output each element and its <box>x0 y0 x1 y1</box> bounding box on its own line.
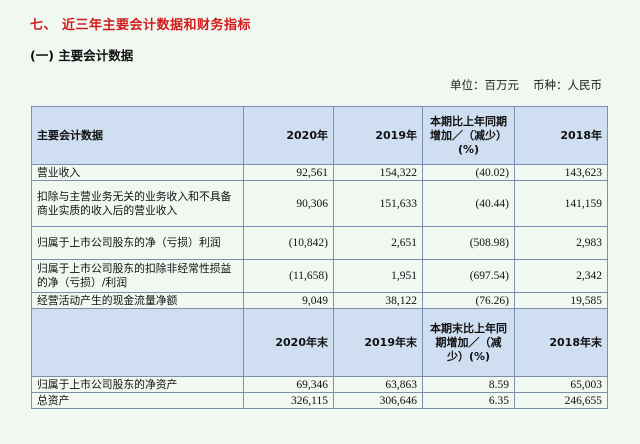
header-2019-end: 2019年末 <box>333 308 423 377</box>
table-row: 经营活动产生的现金流量净额 9,049 38,122 (76.26) 19,58… <box>31 292 608 309</box>
value-2019: 306,646 <box>333 392 423 409</box>
table-row: 归属于上市公司股东的扣除非经常性损益的净（亏损）/利润 (11,658) 1,9… <box>31 259 608 293</box>
table2-header-row: 2020年末 2019年末 本期末比上年同期增加／（减少）(%) 2018年末 <box>31 308 608 377</box>
value-2020: (10,842) <box>243 226 334 260</box>
header-change: 本期比上年同期增加／（减少）(%) <box>422 106 515 165</box>
value-2019: 2,651 <box>333 226 423 260</box>
row-label: 经营活动产生的现金流量净额 <box>31 292 244 309</box>
row-label: 归属于上市公司股东的净资产 <box>31 376 244 393</box>
value-2018: 19,585 <box>514 292 608 309</box>
value-2018: 246,655 <box>514 392 608 409</box>
value-2019: 63,863 <box>333 376 423 393</box>
value-2018: 2,342 <box>514 259 608 293</box>
row-label: 归属于上市公司股东的扣除非经常性损益的净（亏损）/利润 <box>31 259 244 293</box>
value-2018: 141,159 <box>514 180 608 227</box>
value-2020: 90,306 <box>243 180 334 227</box>
unit-line: 单位：百万元 币种：人民币 <box>436 77 602 93</box>
unit-label: 单位：百万元 <box>450 78 519 92</box>
value-change: (508.98) <box>422 226 515 260</box>
value-change: (40.02) <box>422 164 515 181</box>
value-2019: 38,122 <box>333 292 423 309</box>
row-label: 营业收入 <box>31 164 244 181</box>
table-row: 营业收入 92,561 154,322 (40.02) 143,623 <box>31 164 608 181</box>
financial-data-table: 主要会计数据 2020年 2019年 本期比上年同期增加／（减少）(%) 201… <box>31 106 608 409</box>
header-2020: 2020年 <box>243 106 334 165</box>
header-blank <box>31 308 244 377</box>
value-change: (76.26) <box>422 292 515 309</box>
value-2019: 151,633 <box>333 180 423 227</box>
table-row: 总资产 326,115 306,646 6.35 246,655 <box>31 392 608 409</box>
value-2018: 65,003 <box>514 376 608 393</box>
value-2020: 326,115 <box>243 392 334 409</box>
value-2019: 154,322 <box>333 164 423 181</box>
value-2019: 1,951 <box>333 259 423 293</box>
value-2020: (11,658) <box>243 259 334 293</box>
header-change-end: 本期末比上年同期增加／（减少）(%) <box>422 308 515 377</box>
table-row: 归属于上市公司股东的净资产 69,346 63,863 8.59 65,003 <box>31 376 608 393</box>
row-label: 归属于上市公司股东的净（亏损）利润 <box>31 226 244 260</box>
header-2018: 2018年 <box>514 106 608 165</box>
value-change: (40.44) <box>422 180 515 227</box>
sub-title: (一) 主要会计数据 <box>30 48 134 63</box>
table-row: 扣除与主营业务无关的业务收入和不具备商业实质的收入后的营业收入 90,306 1… <box>31 180 608 227</box>
value-2020: 92,561 <box>243 164 334 181</box>
value-change: 6.35 <box>422 392 515 409</box>
value-change: 8.59 <box>422 376 515 393</box>
row-label: 总资产 <box>31 392 244 409</box>
header-2018-end: 2018年末 <box>514 308 608 377</box>
value-2018: 143,623 <box>514 164 608 181</box>
value-change: (697.54) <box>422 259 515 293</box>
value-2018: 2,983 <box>514 226 608 260</box>
value-2020: 69,346 <box>243 376 334 393</box>
table-row: 归属于上市公司股东的净（亏损）利润 (10,842) 2,651 (508.98… <box>31 226 608 260</box>
row-label: 扣除与主营业务无关的业务收入和不具备商业实质的收入后的营业收入 <box>31 180 244 227</box>
header-2020-end: 2020年末 <box>243 308 334 377</box>
section-title: 七、 近三年主要会计数据和财务指标 <box>30 18 252 33</box>
currency-label: 币种：人民币 <box>533 78 602 92</box>
header-main-data: 主要会计数据 <box>31 106 244 165</box>
table1-header-row: 主要会计数据 2020年 2019年 本期比上年同期增加／（减少）(%) 201… <box>31 106 608 165</box>
value-2020: 9,049 <box>243 292 334 309</box>
header-2019: 2019年 <box>333 106 423 165</box>
